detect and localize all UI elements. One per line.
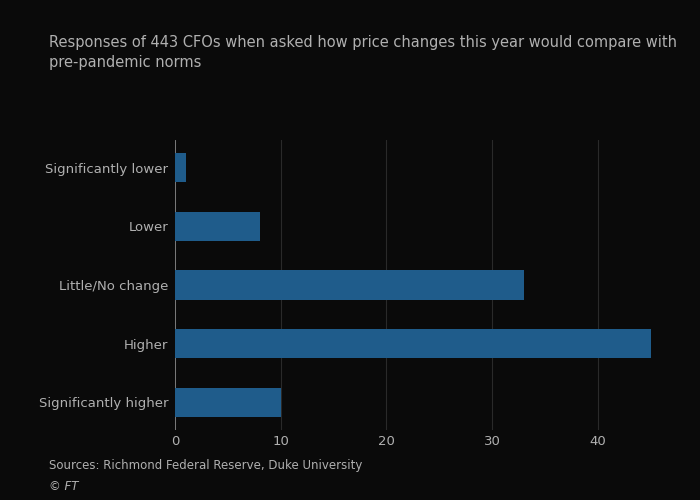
Bar [175,153,186,182]
Bar [175,329,651,358]
Text: Responses of 443 CFOs when asked how price changes this year would compare with
: Responses of 443 CFOs when asked how pri… [49,35,677,70]
Bar [175,212,260,241]
Text: © FT: © FT [49,480,78,492]
Bar [175,270,524,300]
Text: Sources: Richmond Federal Reserve, Duke University: Sources: Richmond Federal Reserve, Duke … [49,460,363,472]
Bar [175,388,281,417]
